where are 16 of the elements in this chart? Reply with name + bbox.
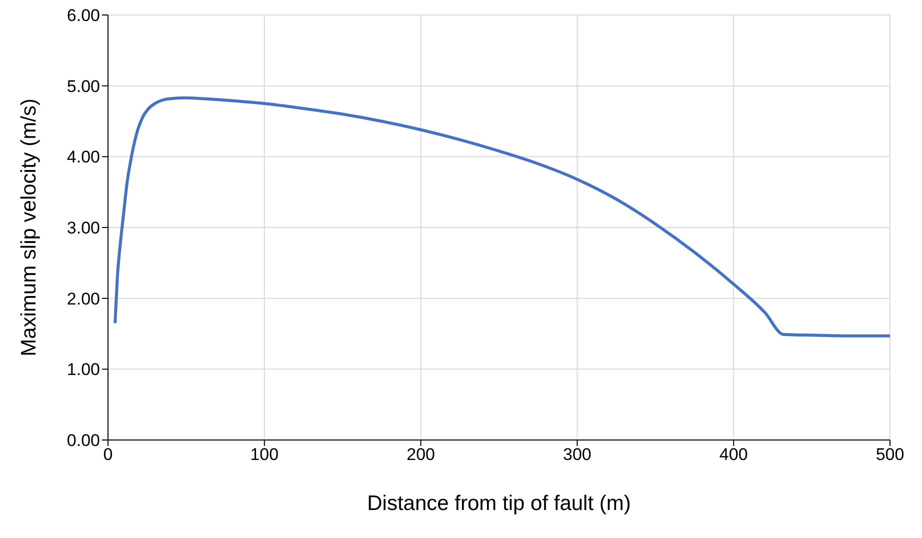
y-tick-label: 1.00 (66, 360, 100, 380)
y-axis-title: Maximum slip velocity (m/s) (17, 98, 40, 356)
x-tick-label: 200 (406, 445, 435, 464)
y-tick-label: 5.00 (66, 76, 100, 96)
y-tick-label: 6.00 (66, 6, 100, 26)
y-tick-label: 4.00 (66, 148, 100, 167)
x-tick-label: 400 (719, 445, 748, 464)
x-tick-label: 300 (563, 445, 592, 464)
y-tick-label: 3.00 (66, 218, 100, 238)
y-tick-label: 2.00 (66, 289, 100, 308)
x-tick-label: 100 (250, 445, 279, 464)
x-tick-label: 0 (103, 445, 113, 464)
line-series (114, 96, 890, 338)
y-tick-label: 0.00 (66, 431, 100, 450)
x-tick-label: 500 (876, 445, 904, 464)
x-axis-title: Distance from tip of fault (m) (367, 492, 631, 515)
